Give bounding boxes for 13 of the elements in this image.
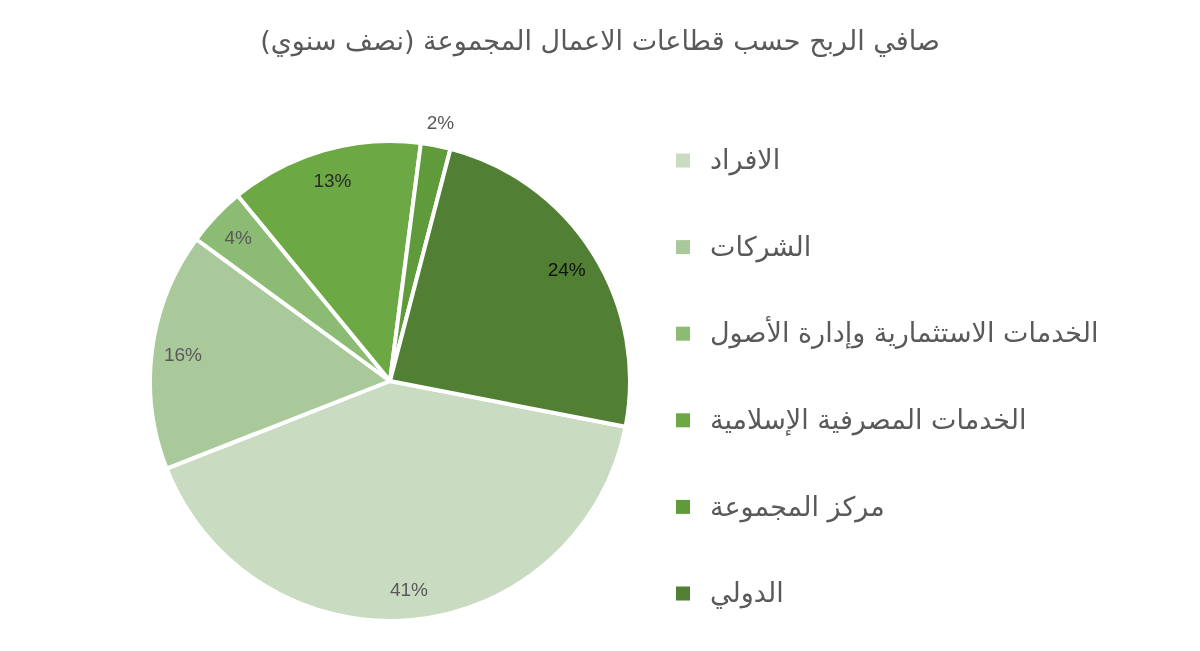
legend-label: الخدمات الاستثمارية وإدارة الأصول [710, 315, 1099, 350]
data-label: 41% [389, 578, 429, 600]
legend-label: مركز المجموعة [710, 490, 885, 523]
data-label: 13% [313, 169, 352, 191]
legend-label: الخدمات المصرفية الإسلامية [710, 403, 1027, 436]
legend-label: الافراد [710, 144, 781, 177]
chart-title: صافي الربح حسب قطاعات الاعمال المجموعة (نصف سنوي) [260, 25, 940, 57]
data-label: 2% [426, 111, 455, 133]
legend-label: الدولي [710, 577, 784, 610]
data-label: 4% [224, 227, 253, 249]
data-label: 24% [547, 259, 586, 281]
data-label: 16% [163, 343, 203, 365]
legend-label: الشركات [710, 230, 812, 263]
